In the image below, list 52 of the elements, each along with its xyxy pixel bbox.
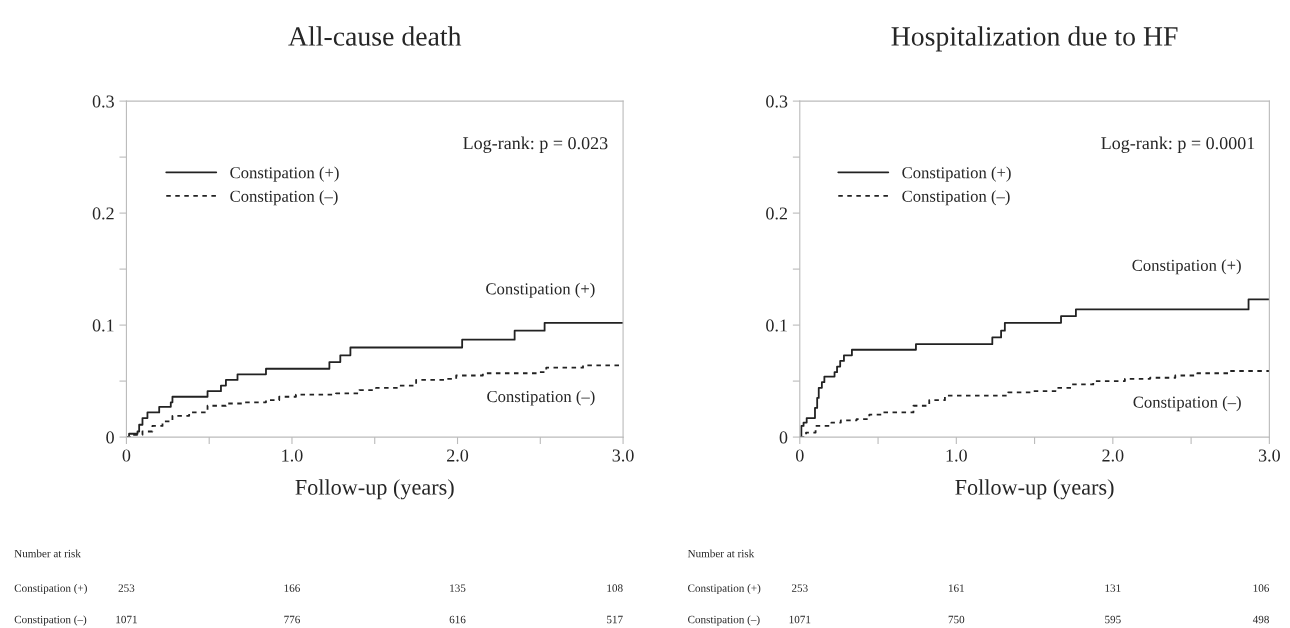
text: 498 xyxy=(1252,615,1269,624)
text: 135 xyxy=(450,584,466,592)
y-tick-label: 0.3 xyxy=(766,95,788,108)
legend-label: Constipation (–) xyxy=(230,190,338,206)
text: 161 xyxy=(948,584,964,592)
x-tick-label: 0 xyxy=(795,449,804,462)
y-tick-label: 0.2 xyxy=(92,207,114,220)
annotation: Constipation (+) xyxy=(1132,259,1241,275)
annotation: Log-rank: p = 0.023 xyxy=(463,136,608,153)
text: Constipation (–) xyxy=(14,615,87,626)
x-tick-label: 3.0 xyxy=(612,449,634,462)
text: 517 xyxy=(607,615,623,624)
annotation: Log-rank: p = 0.0001 xyxy=(1101,136,1255,153)
x-tick-label: 3.0 xyxy=(1258,449,1280,462)
legend-label: Constipation (–) xyxy=(902,190,1010,206)
x-tick-label: 2.0 xyxy=(447,449,469,462)
text: 166 xyxy=(284,584,300,592)
text: Constipation (–) xyxy=(688,615,760,626)
y-tick-label: 0 xyxy=(106,431,114,444)
y-tick-label: 0 xyxy=(779,431,788,444)
x-axis-title: Follow-up (years) xyxy=(955,479,1114,500)
text: 616 xyxy=(449,615,466,624)
text: Constipation (+) xyxy=(14,584,87,595)
annotation: Constipation (+) xyxy=(486,282,595,298)
annotation: Constipation (–) xyxy=(1133,396,1241,412)
text: 253 xyxy=(791,584,808,592)
x-tick-label: 2.0 xyxy=(1102,449,1124,462)
annotation: Constipation (–) xyxy=(487,390,595,406)
y-tick-label: 0.1 xyxy=(766,319,787,332)
text: 253 xyxy=(118,584,135,592)
text: Number at risk xyxy=(14,549,81,558)
x-tick-label: 0 xyxy=(122,449,131,462)
text: 1071 xyxy=(116,615,137,624)
text: 595 xyxy=(1105,615,1121,624)
legend-label: Constipation (+) xyxy=(902,166,1011,182)
x-tick-label: 1.0 xyxy=(282,449,303,462)
y-tick-label: 0.1 xyxy=(92,319,114,332)
legend-label: Constipation (+) xyxy=(230,166,339,182)
text: 1071 xyxy=(789,615,811,624)
text: 776 xyxy=(284,615,300,624)
x-axis-title: Follow-up (years) xyxy=(295,479,454,500)
text: 750 xyxy=(948,615,965,624)
y-tick-label: 0.2 xyxy=(766,207,787,220)
chart-title: Hospitalization due to HF xyxy=(891,26,1178,52)
y-tick-label: 0.3 xyxy=(92,95,114,108)
text: 106 xyxy=(1253,584,1270,592)
text: 108 xyxy=(607,584,623,592)
chart-title: All-cause death xyxy=(288,26,462,46)
x-tick-label: 1.0 xyxy=(946,449,967,462)
text: 131 xyxy=(1105,584,1121,592)
text: Constipation (+) xyxy=(688,584,761,595)
text: Number at risk xyxy=(687,549,755,558)
